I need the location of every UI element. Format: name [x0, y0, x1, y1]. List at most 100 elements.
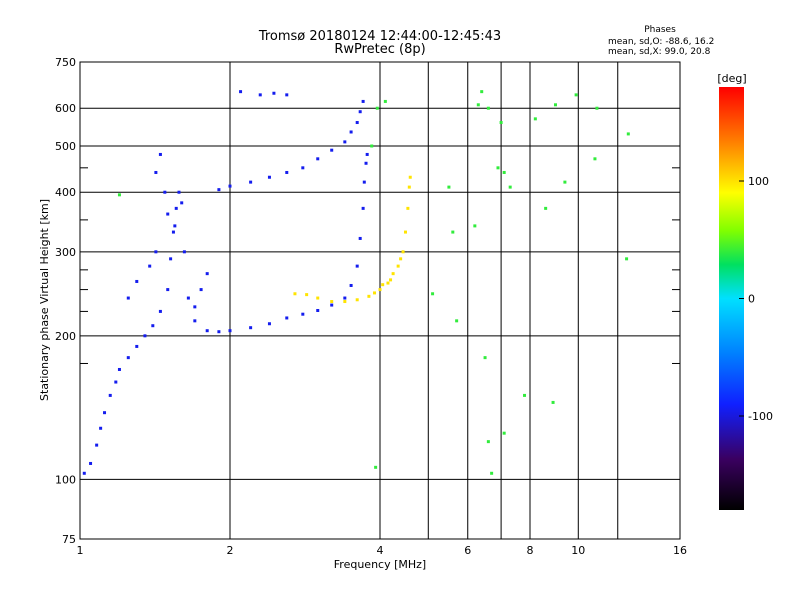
- data-point: [169, 257, 173, 261]
- data-point: [205, 272, 209, 276]
- data-point: [374, 465, 378, 469]
- data-point: [343, 140, 347, 144]
- data-point: [364, 161, 368, 165]
- data-point: [285, 93, 289, 97]
- x-tick-label: 8: [527, 544, 534, 557]
- data-point: [103, 411, 107, 415]
- data-point: [383, 99, 387, 103]
- data-point: [267, 175, 271, 179]
- data-point: [480, 90, 484, 94]
- colorbar-ticks: 100 0 -100: [739, 175, 773, 423]
- data-point: [285, 170, 289, 174]
- data-point: [455, 319, 459, 323]
- x-tick-label: 1: [77, 544, 84, 557]
- data-point: [316, 296, 320, 300]
- data-point: [239, 90, 243, 94]
- phase-info-o-mode: mean, sd,O: -88.6, 16.2: [608, 37, 714, 47]
- x-tick-label: 10: [571, 544, 585, 557]
- data-point: [370, 144, 374, 148]
- data-point: [330, 303, 334, 307]
- colorbar-tick-label: 100: [748, 175, 769, 188]
- y-axis-label: Stationary phase Virtual Height [km]: [38, 199, 51, 401]
- data-point: [355, 121, 359, 125]
- data-point: [249, 326, 253, 330]
- data-point: [523, 393, 527, 397]
- data-point: [217, 330, 221, 334]
- plot-frame: [79, 61, 681, 540]
- data-point: [285, 316, 289, 320]
- data-point: [563, 180, 567, 184]
- chart-title: Tromsø 20180124 12:44:00-12:45:43: [258, 29, 501, 44]
- data-point: [361, 206, 365, 210]
- data-point: [177, 190, 181, 194]
- data-point: [316, 157, 320, 161]
- data-point: [381, 283, 385, 287]
- data-point: [447, 185, 451, 189]
- data-point: [158, 152, 162, 156]
- data-point: [533, 117, 537, 121]
- x-tick-label: 2: [227, 544, 234, 557]
- phase-info-x-mode: mean, sd,X: 99.0, 20.8: [608, 47, 711, 57]
- data-point: [305, 293, 309, 297]
- data-point: [166, 288, 170, 292]
- y-tick-label: 500: [55, 140, 76, 153]
- data-point: [301, 166, 305, 170]
- data-point: [483, 356, 487, 360]
- data-point: [473, 224, 477, 228]
- data-point: [182, 250, 186, 254]
- data-point: [389, 278, 393, 282]
- y-tick-label: 200: [55, 330, 76, 343]
- data-point: [151, 324, 155, 328]
- data-point: [508, 185, 512, 189]
- data-point: [401, 250, 405, 254]
- axis-ticks: 1 2 4 6 8 10 16 75 100 200 300 400 500 600 750: [55, 56, 687, 557]
- y-tick-label: 75: [62, 533, 76, 546]
- data-point: [154, 170, 158, 174]
- data-point: [126, 356, 130, 360]
- data-point: [373, 291, 377, 295]
- data-point: [476, 103, 480, 107]
- x-axis-label: Frequency [MHz]: [334, 558, 426, 571]
- data-point: [408, 175, 412, 179]
- data-point: [358, 110, 362, 114]
- data-point: [228, 184, 232, 188]
- data-point: [386, 281, 390, 285]
- data-point: [365, 152, 369, 156]
- data-point: [135, 344, 139, 348]
- data-point: [154, 250, 158, 254]
- data-point: [349, 283, 353, 287]
- data-point: [486, 440, 490, 444]
- data-point: [126, 296, 130, 300]
- data-point: [193, 319, 197, 323]
- grid-lines: [79, 61, 681, 540]
- colorbar-label: [deg]: [717, 72, 746, 85]
- data-point: [158, 309, 162, 313]
- data-point: [407, 185, 411, 189]
- data-point: [595, 106, 599, 110]
- data-point: [626, 132, 630, 136]
- data-points: [82, 90, 630, 475]
- data-point: [205, 329, 209, 333]
- data-point: [114, 380, 118, 384]
- data-point: [490, 471, 494, 475]
- data-point: [391, 272, 395, 276]
- data-point: [399, 257, 403, 261]
- data-point: [403, 230, 407, 234]
- y-tick-label: 750: [55, 56, 76, 69]
- y-tick-label: 400: [55, 186, 76, 199]
- data-point: [553, 103, 557, 107]
- data-point: [117, 367, 121, 371]
- data-point: [267, 322, 271, 326]
- data-point: [171, 230, 175, 234]
- data-point: [108, 393, 112, 397]
- data-point: [451, 230, 455, 234]
- data-point: [361, 99, 365, 103]
- data-point: [330, 300, 334, 304]
- data-point: [148, 264, 152, 268]
- y-tick-label: 300: [55, 246, 76, 259]
- x-tick-label: 4: [377, 544, 384, 557]
- chart-subtitle: RwPretec (8p): [334, 42, 425, 57]
- data-point: [355, 298, 359, 302]
- data-point: [431, 292, 435, 296]
- data-point: [293, 292, 297, 296]
